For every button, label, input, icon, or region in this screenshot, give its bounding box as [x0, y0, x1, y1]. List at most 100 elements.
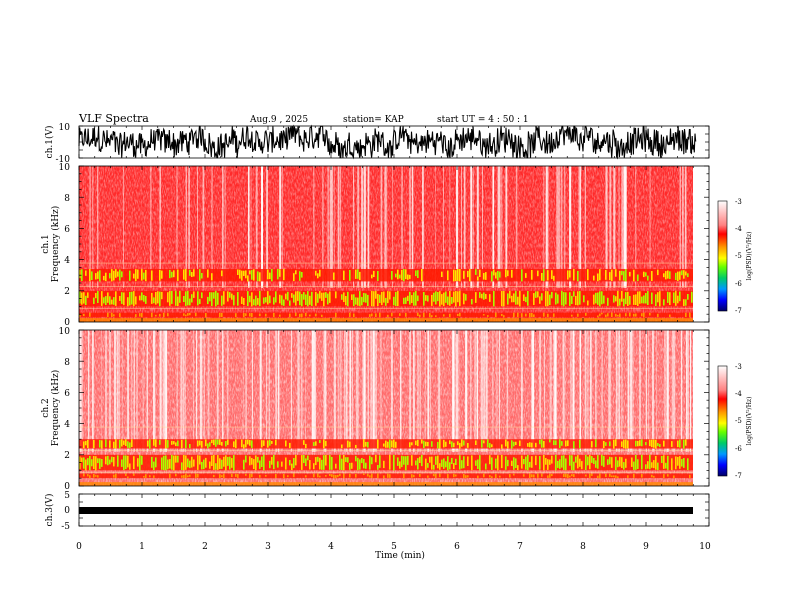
spectrogram-band-cell — [79, 313, 81, 317]
spectrogram-band-cell — [363, 292, 365, 303]
spectrogram-band-cell — [429, 456, 431, 463]
spectrogram-band-cell — [255, 295, 257, 306]
spectrogram-band-cell — [677, 456, 679, 466]
spectrogram-band-cell — [221, 295, 223, 306]
spectrogram-band-cell — [341, 458, 343, 471]
spectrogram-band-cell — [495, 474, 497, 479]
spectrogram-band-cell — [269, 295, 271, 304]
spectrogram-band-cell — [173, 270, 175, 278]
spectrogram-band-cell — [657, 313, 659, 318]
spectrogram-band-cell — [603, 441, 605, 449]
spectrogram-band-cell — [243, 313, 245, 318]
spectrogram-band-cell — [627, 291, 629, 306]
spectrogram-band-cell — [479, 292, 481, 298]
spectrogram-band-cell — [431, 441, 433, 447]
spectrogram-band-cell — [145, 296, 147, 304]
spectrogram-band-cell — [595, 292, 597, 304]
spectrogram-band-cell — [325, 475, 327, 477]
spectrogram-band-cell — [315, 441, 317, 446]
spectrogram-band-cell — [219, 439, 221, 445]
spectrogram-band-cell — [541, 439, 543, 448]
spectrogram-band-cell — [597, 292, 599, 305]
spectrogram-band-cell — [121, 439, 123, 447]
spectrogram-band-cell — [665, 462, 667, 469]
spectrogram-band-cell — [139, 295, 141, 301]
spectrogram-band-cell — [309, 460, 311, 470]
spectrogram-band-cell — [543, 441, 545, 448]
spectrogram-band-cell — [567, 270, 569, 280]
spectrogram-band-cell — [551, 455, 553, 464]
spectrogram-band-cell — [509, 290, 511, 299]
spectrogram-band-cell — [175, 473, 177, 477]
spectrogram-band-cell — [503, 291, 505, 307]
spectrogram-band-cell — [577, 455, 579, 469]
spectrogram-band-cell — [371, 274, 373, 279]
spectrogram-band-cell — [403, 456, 405, 465]
spectrogram-band-cell — [115, 269, 117, 278]
spectrogram-band-cell — [441, 294, 443, 305]
spectrogram-band-cell — [155, 292, 157, 305]
spectrogram-band-cell — [315, 291, 317, 306]
spectrogram-band-cell — [81, 292, 83, 305]
spectrogram-band-cell — [323, 292, 325, 307]
spectrogram-band-cell — [177, 296, 179, 307]
spectrogram-band-cell — [381, 291, 383, 306]
spectrogram-band-cell — [463, 440, 465, 446]
spectrogram-band-cell — [179, 290, 181, 303]
spectrogram-band-cell — [515, 290, 517, 305]
spectrogram-band-cell — [569, 455, 571, 466]
spectrogram-band-cell — [423, 292, 425, 306]
spectrogram-band-cell — [405, 269, 407, 280]
spectrogram-band-cell — [587, 456, 589, 466]
spectrogram-band-cell — [143, 295, 145, 302]
spectrogram-band-cell — [471, 455, 473, 471]
spectrogram-band-cell — [365, 462, 367, 469]
spectrogram-band-cell — [619, 313, 621, 317]
spectrogram-band-cell — [199, 299, 201, 304]
spectrogram-band-cell — [351, 462, 353, 469]
spectrogram-band-cell — [227, 291, 229, 302]
spectrogram-band-cell — [189, 444, 191, 449]
spectrogram-band-cell — [609, 272, 611, 281]
spectrogram-band-cell — [537, 270, 539, 277]
spectrogram-band-cell — [87, 292, 89, 298]
spectrogram-band-cell — [677, 295, 679, 304]
spectrogram-band-cell — [613, 475, 615, 478]
spectrogram-band-cell — [399, 313, 401, 316]
spectrogram-band-cell — [79, 291, 81, 304]
spectrogram-band-cell — [477, 276, 479, 281]
spectrogram-band-cell — [237, 292, 239, 306]
spectrogram-band-cell — [95, 293, 97, 299]
spectrogram-band-cell — [525, 456, 527, 470]
spectrogram-band-cell — [435, 315, 437, 318]
spectrogram-band-cell — [611, 457, 613, 468]
spectrogram-band-cell — [419, 314, 421, 317]
ch3-waveform-ylabel: ch.3(V) — [44, 494, 55, 527]
spectrogram-band-cell — [221, 270, 223, 277]
spectrogram-band-cell — [295, 454, 297, 466]
spectrogram-band-cell — [97, 458, 99, 464]
spectrogram-band-cell — [189, 312, 191, 316]
spectrogram-band-cell — [303, 440, 305, 445]
spectrogram-band-cell — [573, 291, 575, 297]
spectrogram-band-cell — [289, 442, 291, 449]
spectrogram-band-cell — [221, 441, 223, 446]
spectrogram-band-cell — [323, 455, 325, 470]
spectrogram-band-cell — [615, 269, 617, 277]
spectrogram-band-cell — [499, 475, 501, 478]
spectrogram-band-cell — [445, 461, 447, 468]
spectrogram-band-cell — [325, 454, 327, 466]
spectrogram-band-cell — [513, 293, 515, 303]
spectrogram-band-cell — [243, 459, 245, 470]
spectrogram-band-cell — [285, 457, 287, 470]
spectrogram-band-cell — [387, 473, 389, 478]
spectrogram-band-cell — [577, 291, 579, 306]
spectrogram-band-cell — [123, 455, 125, 471]
spectrogram-band-cell — [127, 297, 129, 307]
spectrogram-band-cell — [219, 458, 221, 469]
spectrogram-band-cell — [591, 456, 593, 463]
spectrogram-band-cell — [637, 274, 639, 282]
spectrogram-band-cell — [279, 314, 281, 317]
spectrogram-band-cell — [641, 313, 643, 317]
spectrogram-band-cell — [311, 291, 313, 306]
